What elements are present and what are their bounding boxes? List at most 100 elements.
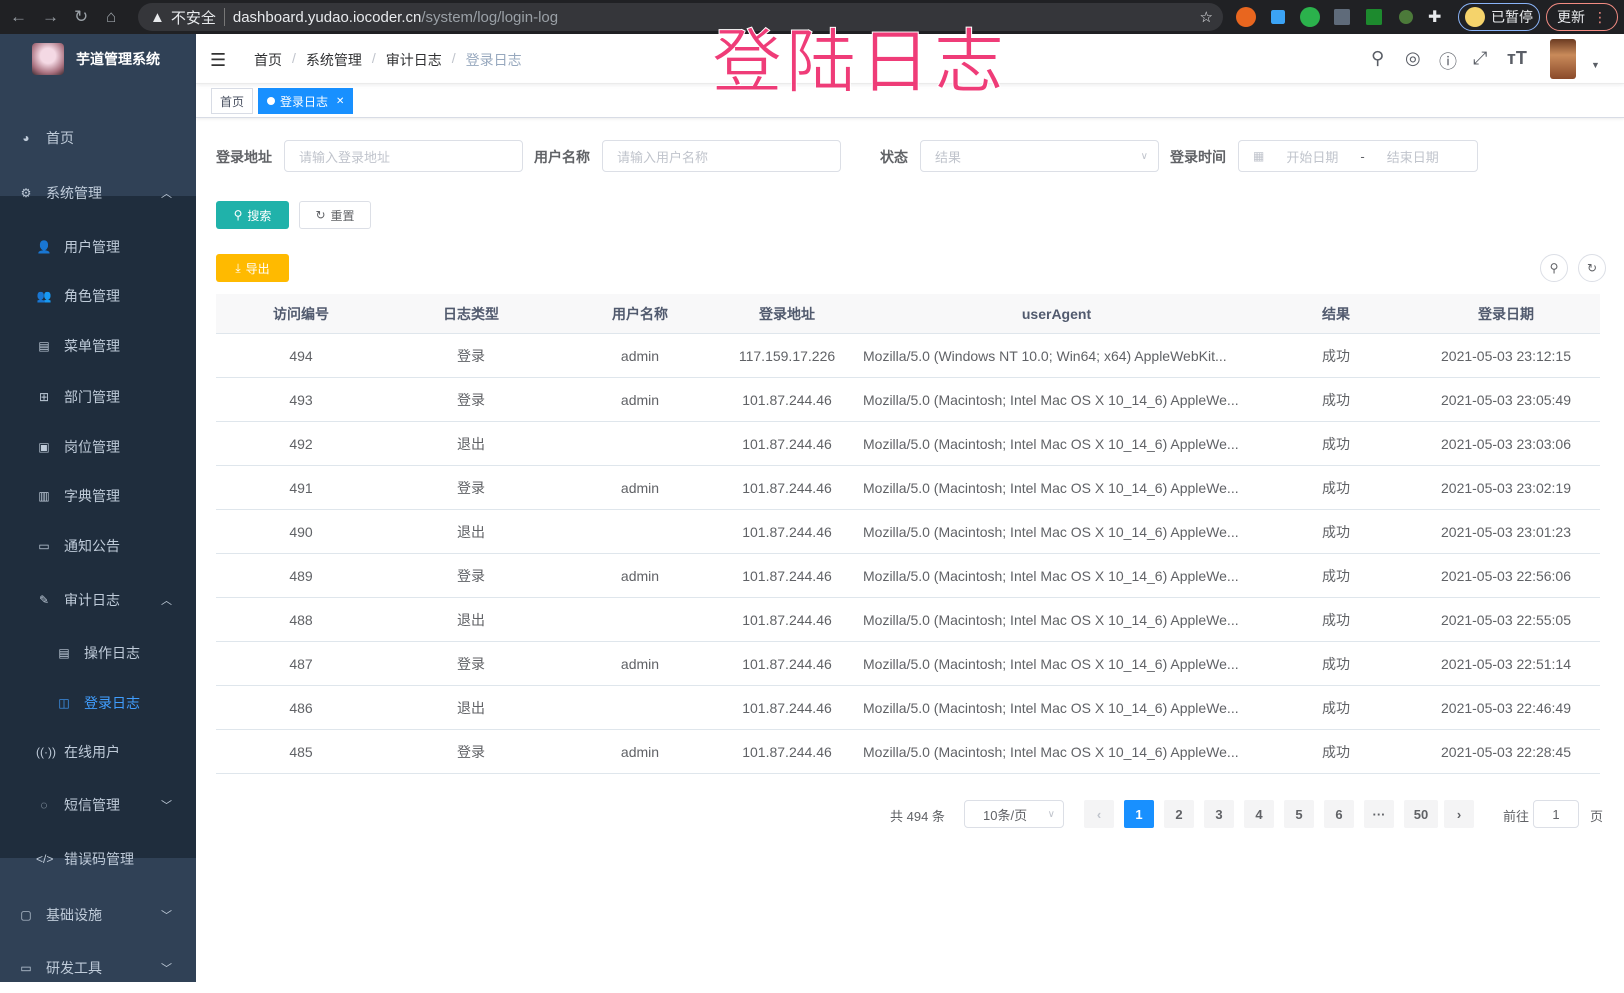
date-range-picker[interactable]: ▦ 开始日期 - 结束日期 xyxy=(1238,140,1478,172)
extension-icon[interactable] xyxy=(1399,10,1413,24)
back-icon[interactable]: ← xyxy=(10,7,27,26)
page-size-select[interactable]: 10条/页 ∨ xyxy=(964,800,1064,828)
page-button[interactable]: 3 xyxy=(1204,800,1234,828)
table-row[interactable]: 490 退出 101.87.244.46 Mozilla/5.0 (Macintosh… xyxy=(216,510,1600,554)
sidebar-item[interactable]: ✎ 审计日志 ︿ xyxy=(0,575,196,625)
breadcrumb-item[interactable]: 首页 xyxy=(254,52,282,68)
reload-icon[interactable]: ↻ xyxy=(74,7,89,26)
breadcrumb: 首页 / 系统管理 / 审计日志 / 登录日志 xyxy=(254,50,522,68)
goto-value: 1 xyxy=(1552,806,1560,822)
extension-icon[interactable] xyxy=(1334,9,1350,25)
sidebar-item[interactable]: ⚙ 系统管理 ︿ xyxy=(0,168,196,218)
extension-icon[interactable] xyxy=(1300,7,1320,27)
search-icon[interactable]: ⚲ xyxy=(1371,48,1385,68)
sidebar-item[interactable]: ▣ 岗位管理 xyxy=(0,422,196,472)
sidebar-item[interactable]: ◕ 首页 xyxy=(0,113,196,163)
table-cell: 488 xyxy=(289,611,313,628)
refresh-button[interactable]: ↻ xyxy=(1578,254,1606,282)
page-button[interactable]: 5 xyxy=(1284,800,1314,828)
sidebar-item-label: 短信管理 xyxy=(64,797,120,813)
end-date[interactable]: 结束日期 xyxy=(1386,149,1439,165)
sidebar-item[interactable]: ▢ 基础设施 ﹀ xyxy=(0,890,196,940)
page-button[interactable]: 50 xyxy=(1404,800,1438,828)
sidebar-item[interactable]: ▭ 研发工具 ﹀ xyxy=(0,943,196,993)
tag-login-log[interactable]: 登录日志 ✕ xyxy=(258,88,354,114)
start-date[interactable]: 开始日期 xyxy=(1286,149,1339,165)
goto-page-input[interactable]: 1 xyxy=(1533,800,1579,828)
star-icon[interactable]: ☆ xyxy=(1199,9,1213,26)
tag-label: 首页 xyxy=(220,94,245,109)
tag-home[interactable]: 首页 xyxy=(211,88,254,114)
sidebar-item[interactable]: ⊞ 部门管理 xyxy=(0,372,196,422)
table-cell: 2021-05-03 23:05:49 xyxy=(1441,391,1571,408)
table-row[interactable]: 493 登录 admin 101.87.244.46 Mozilla/5.0 (Maci… xyxy=(216,378,1600,422)
table-cell: 登录 xyxy=(457,567,485,584)
search-button[interactable]: ⚲ 搜索 xyxy=(216,201,289,229)
sidebar-item[interactable]: ◫ 登录日志 xyxy=(0,678,196,728)
page-button[interactable]: ··· xyxy=(1364,800,1394,828)
puzzle-icon[interactable]: ✚ xyxy=(1428,9,1442,26)
next-page-button[interactable]: › xyxy=(1444,800,1474,828)
toggle-search-button[interactable]: ⚲ xyxy=(1540,254,1568,282)
address-bar[interactable]: ▲ 不安全 dashboard.yudao.iocoder.cn/system/… xyxy=(138,3,1223,31)
table-cell: 117.159.17.226 xyxy=(738,347,836,364)
sidebar-item[interactable]: ▤ 操作日志 xyxy=(0,628,196,678)
help-icon[interactable]: ⓘ xyxy=(1439,52,1457,72)
status-select[interactable]: 结果 ∨ xyxy=(920,140,1159,172)
table-row[interactable]: 486 退出 101.87.244.46 Mozilla/5.0 (Macintosh… xyxy=(216,686,1600,730)
breadcrumb-item[interactable]: 系统管理 xyxy=(305,52,362,68)
table-cell: 2021-05-03 22:55:05 xyxy=(1441,611,1571,628)
extension-icon[interactable] xyxy=(1236,7,1256,27)
table-row[interactable]: 489 登录 admin 101.87.244.46 Mozilla/5.0 (Maci… xyxy=(216,554,1600,598)
page-button[interactable]: 2 xyxy=(1164,800,1194,828)
breadcrumb-item[interactable]: 审计日志 xyxy=(385,52,442,68)
sidebar-item[interactable]: ▭ 通知公告 xyxy=(0,521,196,571)
table-row[interactable]: 491 登录 admin 101.87.244.46 Mozilla/5.0 (Maci… xyxy=(216,466,1600,510)
table-cell: 成功 xyxy=(1322,479,1350,496)
sidebar-item[interactable]: ((·)) 在线用户 xyxy=(0,727,196,777)
insecure-label: 不安全 xyxy=(170,9,216,27)
table-cell: 登录 xyxy=(457,347,485,364)
caret-down-icon[interactable]: ▼ xyxy=(1591,60,1600,70)
font-size-icon[interactable]: ᴛT xyxy=(1507,48,1527,68)
extension-icon[interactable] xyxy=(1366,9,1382,25)
fullscreen-icon[interactable]: ⤢ xyxy=(1473,48,1488,68)
page-button[interactable]: 4 xyxy=(1244,800,1274,828)
sidebar-item[interactable]: ◌ 短信管理 ﹀ xyxy=(0,780,196,830)
table-row[interactable]: 488 退出 101.87.244.46 Mozilla/5.0 (Macintosh… xyxy=(216,598,1600,642)
github-icon[interactable]: ◎ xyxy=(1405,48,1421,68)
export-button[interactable]: ⤓ 导出 xyxy=(216,254,289,282)
sidebar-item[interactable]: ▥ 字典管理 xyxy=(0,471,196,521)
sidebar-item[interactable]: 👥 角色管理 xyxy=(0,271,196,321)
table-cell: Mozilla/5.0 (Macintosh; Intel Mac OS X 1… xyxy=(863,743,1239,760)
table-cell: 486 xyxy=(289,699,313,716)
user-avatar[interactable] xyxy=(1550,39,1576,79)
reset-button[interactable]: ↻ 重置 xyxy=(299,201,371,229)
table-row[interactable]: 487 登录 admin 101.87.244.46 Mozilla/5.0 (Maci… xyxy=(216,642,1600,686)
table-cell: 成功 xyxy=(1322,435,1350,452)
extension-icon[interactable] xyxy=(1271,10,1285,24)
login-address-input[interactable]: 请输入登录地址 xyxy=(284,140,523,172)
sidebar-item[interactable]: 👤 用户管理 xyxy=(0,222,196,272)
sidebar-logo[interactable]: 芋道管理系统 xyxy=(0,34,196,84)
chevron-right-icon: › xyxy=(1456,806,1462,822)
profile-button[interactable]: 已暂停 xyxy=(1458,3,1540,31)
page-button[interactable]: 1 xyxy=(1124,800,1154,828)
table-row[interactable]: 485 登录 admin 101.87.244.46 Mozilla/5.0 (Maci… xyxy=(216,730,1600,774)
home-icon[interactable]: ⌂ xyxy=(106,7,117,26)
table-row[interactable]: 494 登录 admin 117.159.17.226 Mozilla/5.0 (Win… xyxy=(216,334,1600,378)
forward-icon[interactable]: → xyxy=(42,7,59,26)
page-button[interactable]: 6 xyxy=(1324,800,1354,828)
close-icon[interactable]: ✕ xyxy=(336,95,345,107)
update-button[interactable]: 更新 ⋮ xyxy=(1546,3,1618,31)
hamburger-icon[interactable]: ☰ xyxy=(210,50,227,70)
sidebar-item[interactable]: </> 错误码管理 xyxy=(0,834,196,884)
table-cell: admin xyxy=(620,391,660,408)
sidebar-item-label: 通知公告 xyxy=(64,538,120,554)
username-input[interactable]: 请输入用户名称 xyxy=(602,140,841,172)
table-row[interactable]: 492 退出 101.87.244.46 Mozilla/5.0 (Macintosh… xyxy=(216,422,1600,466)
prev-page-button[interactable]: ‹ xyxy=(1084,800,1114,828)
table-cell: 登录 xyxy=(457,743,485,760)
sidebar-item[interactable]: ▤ 菜单管理 xyxy=(0,321,196,371)
sidebar-item-label: 角色管理 xyxy=(64,288,120,304)
